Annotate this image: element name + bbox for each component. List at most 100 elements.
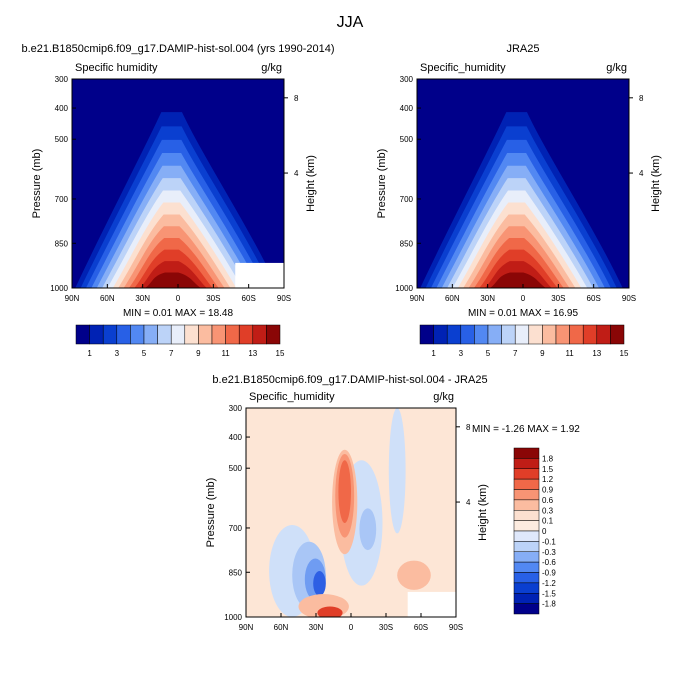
units-label: g/kg <box>606 62 627 74</box>
colorbar-label: 0.9 <box>542 486 554 495</box>
colorbar-label: 11 <box>221 349 230 358</box>
y-tick-label: 700 <box>229 524 243 533</box>
x-tick-label: 60S <box>587 294 601 303</box>
colorbar-box <box>513 603 540 615</box>
contour-region-3 <box>313 571 326 597</box>
colorbar-label: 7 <box>513 349 518 358</box>
page-title: JJA <box>337 14 364 31</box>
colorbar-label: 15 <box>276 349 285 358</box>
colorbar-label: 9 <box>540 349 545 358</box>
colorbar-label: 0.6 <box>542 496 554 505</box>
x-tick-label: 30N <box>135 294 150 303</box>
colorbar-label: 11 <box>565 349 574 358</box>
colorbar-box <box>460 324 475 345</box>
y-tick-label: 700 <box>55 195 69 204</box>
y-tick-label: 850 <box>400 239 414 248</box>
chart-title: b.e21.B1850cmip6.f09_g17.DAMIP-hist-sol.… <box>212 374 487 386</box>
colorbar-box <box>225 324 240 345</box>
colorbar-box <box>170 324 186 345</box>
right-axis-label: Height (km) <box>305 155 317 212</box>
min-max-stats: MIN = 0.01 MAX = 16.95 <box>468 308 578 319</box>
colorbar-box <box>116 324 131 345</box>
colorbar-box <box>513 593 540 604</box>
colorbar-label: 13 <box>248 349 257 358</box>
y-axis-label: Pressure (mb) <box>376 149 388 219</box>
right-tick-label: 4 <box>466 498 471 507</box>
right-axis-label: Height (km) <box>650 155 662 212</box>
colorbar-label: 1.5 <box>542 465 554 474</box>
colorbar-box <box>513 468 540 480</box>
colorbar-box <box>513 541 540 552</box>
x-tick-label: 90S <box>449 623 463 632</box>
x-tick-label: 90N <box>410 294 425 303</box>
colorbar-label: 13 <box>592 349 601 358</box>
x-tick-label: 30S <box>379 623 393 632</box>
y-tick-label: 700 <box>400 195 414 204</box>
x-tick-label: 60N <box>274 623 289 632</box>
colorbar-box <box>596 324 611 345</box>
colorbar-label: 1 <box>87 349 92 358</box>
colorbar-box <box>143 324 158 345</box>
y-tick-label: 300 <box>229 404 243 413</box>
chart-panel-3: b.e21.B1850cmip6.f09_g17.DAMIP-hist-sol.… <box>205 374 580 632</box>
y-tick-label: 1000 <box>50 284 68 293</box>
colorbar-box <box>198 324 213 345</box>
x-tick-label: 30N <box>480 294 495 303</box>
colorbar-label: -1.8 <box>542 600 556 609</box>
min-max-stats: MIN = -1.26 MAX = 1.92 <box>472 424 580 435</box>
colorbar-label: 1 <box>431 349 436 358</box>
colorbar-box <box>513 561 540 573</box>
y-tick-label: 500 <box>229 464 243 473</box>
colorbar-label: -0.1 <box>542 537 556 546</box>
colorbar-box <box>184 324 199 345</box>
min-max-stats: MIN = 0.01 MAX = 18.48 <box>123 308 233 319</box>
colorbar-box <box>513 530 540 542</box>
colorbar-box <box>542 324 557 345</box>
x-tick-label: 0 <box>176 294 181 303</box>
chart-title: b.e21.B1850cmip6.f09_g17.DAMIP-hist-sol.… <box>21 43 334 55</box>
contour-region-9 <box>359 508 377 551</box>
colorbar-box <box>238 324 254 345</box>
colorbar-label: 0.3 <box>542 506 554 515</box>
colorbar-box <box>211 324 226 345</box>
x-tick-label: 90N <box>65 294 80 303</box>
colorbar-box <box>513 478 540 490</box>
x-tick-label: 60N <box>100 294 115 303</box>
y-tick-label: 500 <box>55 135 69 144</box>
colorbar-box <box>513 551 540 563</box>
colorbar-box <box>582 324 598 345</box>
x-tick-label: 60S <box>414 623 428 632</box>
colorbar-label: -0.3 <box>542 548 556 557</box>
colorbar-label: -0.9 <box>542 569 556 578</box>
chart-panel-1: b.e21.B1850cmip6.f09_g17.DAMIP-hist-sol.… <box>21 43 334 358</box>
x-tick-label: 90S <box>622 294 636 303</box>
y-tick-label: 400 <box>229 433 243 442</box>
colorbar-box <box>433 324 448 345</box>
colorbar-box <box>513 499 540 511</box>
y-tick-label: 300 <box>400 75 414 84</box>
missing-data-region <box>235 262 284 288</box>
right-tick-label: 4 <box>639 169 644 178</box>
y-tick-label: 400 <box>55 104 69 113</box>
colorbar-box <box>474 324 489 345</box>
colorbar-label: -1.5 <box>542 589 556 598</box>
colorbar-box <box>75 324 90 345</box>
colorbar-box <box>513 582 540 594</box>
colorbar-box <box>555 324 570 345</box>
x-tick-label: 30S <box>551 294 565 303</box>
colorbar-label: 3 <box>459 349 464 358</box>
colorbar-box <box>569 324 584 345</box>
contour-level-14 <box>490 272 546 288</box>
contour-region-5 <box>388 408 406 534</box>
colorbar-box <box>89 324 104 345</box>
colorbar-label: -0.6 <box>542 558 556 567</box>
variable-label: Specific_humidity <box>420 62 506 74</box>
colorbar-label: 3 <box>115 349 120 358</box>
y-tick-label: 1000 <box>395 284 413 293</box>
x-tick-label: 0 <box>521 294 526 303</box>
colorbar-box <box>513 572 540 584</box>
colorbar-label: 1.2 <box>542 475 554 484</box>
